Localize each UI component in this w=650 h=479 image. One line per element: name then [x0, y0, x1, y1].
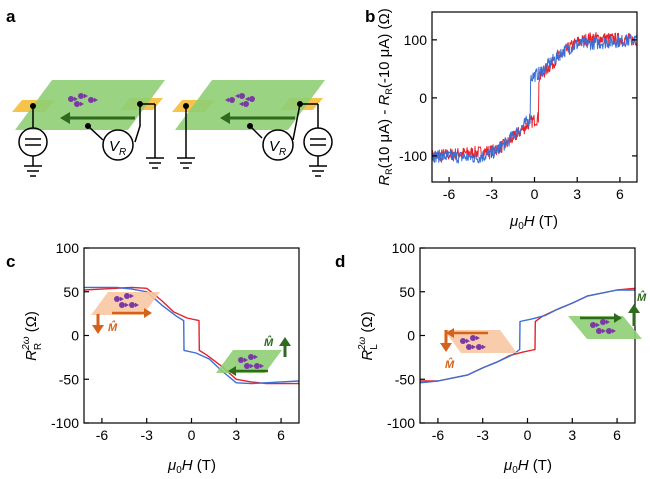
chart-d-ytick-label: 100 [392, 240, 416, 256]
chart-c-series-down [84, 286, 300, 385]
chart-d-ytick-label: -50 [395, 371, 415, 387]
chart-d-xlabel: μ0H (T) [503, 457, 552, 476]
chart-c-ytick-label: -100 [51, 415, 79, 431]
inset-c-right: M̂ [216, 336, 291, 376]
chart-c-xtick-label: -6 [96, 427, 109, 443]
current-source-right [303, 127, 333, 157]
inset-d-right: M̂ [568, 291, 647, 339]
chart-b-series-up [431, 32, 638, 163]
svg-text:M̂: M̂ [637, 291, 647, 304]
chart-b-xtick-label: 6 [616, 186, 624, 202]
chart-b-xtick-label: -6 [443, 186, 456, 202]
svg-text:M̂: M̂ [108, 321, 118, 334]
chart-c-ytick-label: 50 [63, 284, 79, 300]
panel-label-c: c [6, 252, 15, 271]
panel-label-a: a [6, 7, 16, 26]
chart-c-xlabel: μ0H (T) [167, 457, 216, 476]
chart-d-xtick-label: 0 [524, 427, 532, 443]
chart-c-xtick-label: 0 [188, 427, 196, 443]
chart-c-ytick-label: 100 [56, 240, 80, 256]
svg-text:M̂: M̂ [445, 358, 455, 371]
voltmeter-left [102, 129, 134, 161]
chart-b-series-down [431, 34, 638, 164]
chart-d-ytick-label: 0 [407, 328, 415, 344]
chart-c-xtick-label: 3 [232, 427, 240, 443]
device-right: VR [172, 80, 333, 177]
chart-d-ylabel: RL2ω (Ω) [357, 311, 380, 360]
chart-c-ylabel: RR2ω (Ω) [21, 311, 44, 361]
chart-d-xtick-label: -3 [476, 427, 489, 443]
chart-d-ytick-label: -100 [387, 415, 415, 431]
chart-b-xtick-label: 0 [531, 186, 539, 202]
chart-d-xtick-label: -6 [432, 427, 445, 443]
panel-label-d: d [335, 252, 345, 271]
voltmeter-label-right: VR [269, 138, 286, 158]
inset-c-left: M̂ [91, 292, 160, 334]
panel-label-b: b [365, 7, 375, 26]
inset-d-left: M̂ [440, 328, 517, 371]
chart-b-ytick-label: 100 [404, 32, 428, 48]
svg-text:M̂: M̂ [264, 336, 274, 349]
chart-b: -6 -3 0 3 6 -100 0 100 μ0H (T) RR(10 μA) - RR(-… [376, 8, 638, 232]
chart-c-frame [83, 247, 300, 424]
chart-b-xlabel: μ0H (T) [509, 213, 558, 232]
schematic-panel-a: VR [12, 80, 333, 177]
chart-c-ytick-label: 0 [71, 328, 79, 344]
device-left: VR [12, 80, 165, 177]
chart-b-xtick-label: 3 [573, 186, 581, 202]
chart-b-ylabel: RR(10 μA) - RR(-10 μA) (Ω) [376, 8, 394, 185]
chart-c-xtick-label: 6 [277, 427, 285, 443]
chart-d-xtick-label: 3 [568, 427, 576, 443]
chart-d: -6 -3 0 3 6 -100 -50 0 50 100 M̂ M̂ μ0H (T) [357, 240, 647, 476]
voltmeter-label-left: VR [109, 138, 126, 158]
voltmeter-right [262, 129, 294, 161]
chart-d-ytick-label: 50 [399, 284, 415, 300]
current-source-left [18, 127, 48, 157]
chart-c-xtick-label: -3 [140, 427, 153, 443]
chart-b-xtick-label: -3 [486, 186, 499, 202]
chart-c: -6 -3 0 3 6 -100 -50 0 50 100 M̂ M̂ μ0H (T) [21, 240, 300, 476]
chart-b-ytick-label: -100 [399, 148, 427, 164]
chart-d-series-down [419, 289, 635, 384]
chart-b-ytick-label: 0 [419, 90, 427, 106]
chart-c-ytick-label: -50 [59, 371, 79, 387]
chart-d-xtick-label: 6 [613, 427, 621, 443]
